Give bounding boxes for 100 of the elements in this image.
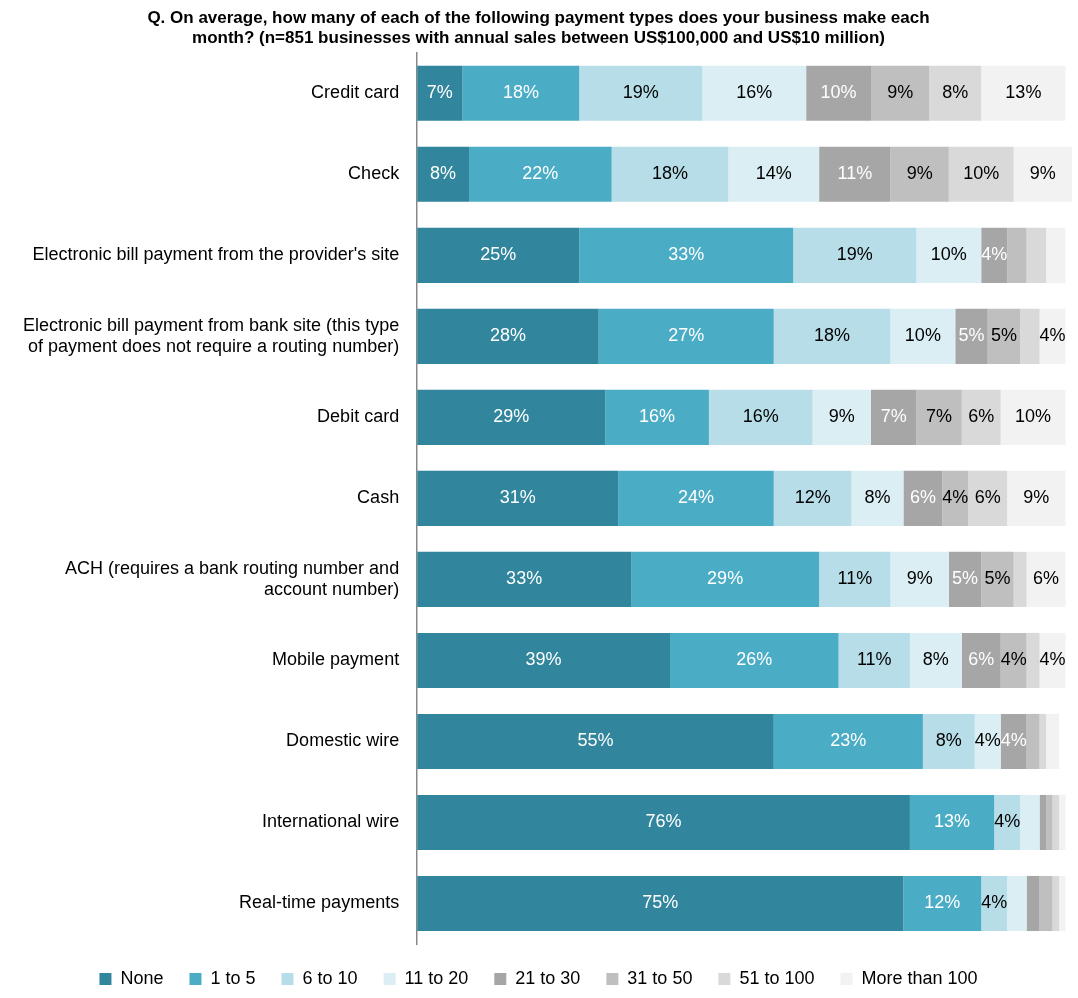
bar bbox=[1013, 146, 1072, 202]
data-label: 5% bbox=[958, 325, 985, 346]
data-label: 13% bbox=[1005, 82, 1042, 103]
bar bbox=[1059, 875, 1066, 932]
bar bbox=[1046, 713, 1060, 769]
data-label: 13% bbox=[934, 811, 971, 832]
legend-label: More than 100 bbox=[861, 967, 978, 988]
data-label: 10% bbox=[1015, 406, 1052, 427]
data-label: 6% bbox=[968, 406, 995, 427]
bar bbox=[929, 65, 982, 121]
legend-label: 51 to 100 bbox=[739, 967, 815, 988]
data-label: 4% bbox=[1000, 649, 1027, 670]
data-label: 4% bbox=[974, 730, 1001, 751]
data-label: 14% bbox=[755, 163, 792, 184]
data-label: 19% bbox=[836, 244, 873, 265]
bar bbox=[417, 470, 619, 526]
data-label: 6% bbox=[968, 649, 995, 670]
data-label: 27% bbox=[668, 325, 705, 346]
bar bbox=[708, 389, 813, 445]
data-label: 10% bbox=[904, 325, 941, 346]
data-label: 11% bbox=[837, 163, 873, 184]
data-label: 10% bbox=[820, 82, 857, 103]
data-label: 8% bbox=[864, 487, 891, 508]
data-label: 18% bbox=[502, 82, 539, 103]
bar bbox=[819, 146, 891, 202]
bar bbox=[1013, 551, 1027, 607]
data-label: 6% bbox=[1033, 568, 1060, 589]
data-label: 10% bbox=[963, 163, 1000, 184]
bar bbox=[916, 389, 962, 445]
data-label: 5% bbox=[984, 568, 1011, 589]
y-tick-label: Credit card bbox=[311, 82, 400, 103]
bar bbox=[1052, 875, 1060, 932]
bar bbox=[728, 146, 820, 202]
data-label: 6% bbox=[974, 487, 1001, 508]
bar bbox=[417, 794, 910, 851]
y-tick-label: Domestic wire bbox=[286, 730, 400, 751]
data-label: 55% bbox=[577, 730, 614, 751]
data-label: 4% bbox=[1039, 325, 1066, 346]
data-label: 4% bbox=[981, 892, 1008, 913]
data-label: 28% bbox=[489, 325, 526, 346]
data-label: 24% bbox=[677, 487, 714, 508]
data-label: 4% bbox=[981, 244, 1008, 265]
legend-label: 1 to 5 bbox=[210, 967, 256, 988]
y-tick-label: Check bbox=[348, 163, 401, 184]
y-tick-label: Cash bbox=[357, 487, 400, 508]
bar bbox=[773, 470, 852, 526]
y-tick-label: Electronic bill payment from the provider's site bbox=[32, 244, 400, 265]
data-label: 5% bbox=[952, 568, 979, 589]
bar bbox=[838, 632, 910, 688]
data-label: 4% bbox=[994, 811, 1021, 832]
bar bbox=[961, 389, 1001, 445]
bar bbox=[417, 389, 606, 445]
bar bbox=[909, 632, 962, 688]
legend-label: 21 to 30 bbox=[515, 967, 581, 988]
bar bbox=[462, 65, 580, 121]
data-label: 23% bbox=[830, 730, 867, 751]
bar bbox=[579, 65, 703, 121]
bar bbox=[806, 65, 872, 121]
data-label: 76% bbox=[645, 811, 682, 832]
data-label: 10% bbox=[930, 244, 967, 265]
bar bbox=[890, 551, 949, 607]
data-label: 33% bbox=[668, 244, 705, 265]
bar bbox=[618, 470, 774, 526]
data-label: 75% bbox=[642, 892, 679, 913]
bar bbox=[909, 794, 995, 851]
data-label: 8% bbox=[430, 163, 457, 184]
bar bbox=[611, 146, 729, 202]
bar bbox=[417, 875, 904, 932]
bar bbox=[819, 551, 891, 607]
bar bbox=[598, 308, 774, 364]
bar bbox=[1020, 794, 1040, 851]
bar bbox=[793, 227, 917, 283]
data-label: 12% bbox=[924, 892, 961, 913]
data-label: 11% bbox=[837, 568, 873, 589]
data-label: 22% bbox=[522, 163, 559, 184]
bar bbox=[1026, 227, 1047, 283]
bar bbox=[922, 713, 975, 769]
bar bbox=[1026, 551, 1066, 607]
bar bbox=[579, 227, 794, 283]
bar bbox=[469, 146, 612, 202]
data-label: 16% bbox=[736, 82, 773, 103]
bar bbox=[1039, 875, 1053, 932]
legend-label: 11 to 20 bbox=[404, 967, 469, 988]
bar bbox=[605, 389, 709, 445]
bar bbox=[1026, 713, 1040, 769]
data-label: 4% bbox=[942, 487, 969, 508]
bar bbox=[948, 146, 1014, 202]
y-tick-label: ACH (requires a bank routing number and account number) bbox=[64, 557, 400, 600]
data-label: 8% bbox=[935, 730, 962, 751]
bar bbox=[961, 632, 1001, 688]
y-tick-label: Mobile payment bbox=[272, 649, 400, 670]
bar bbox=[1007, 227, 1027, 283]
data-label: 29% bbox=[493, 406, 530, 427]
bar bbox=[851, 470, 904, 526]
data-label: 9% bbox=[1023, 487, 1050, 508]
bar bbox=[1020, 308, 1040, 364]
bar bbox=[968, 470, 1008, 526]
data-label: 29% bbox=[707, 568, 744, 589]
bar bbox=[890, 146, 949, 202]
data-label: 39% bbox=[525, 649, 562, 670]
